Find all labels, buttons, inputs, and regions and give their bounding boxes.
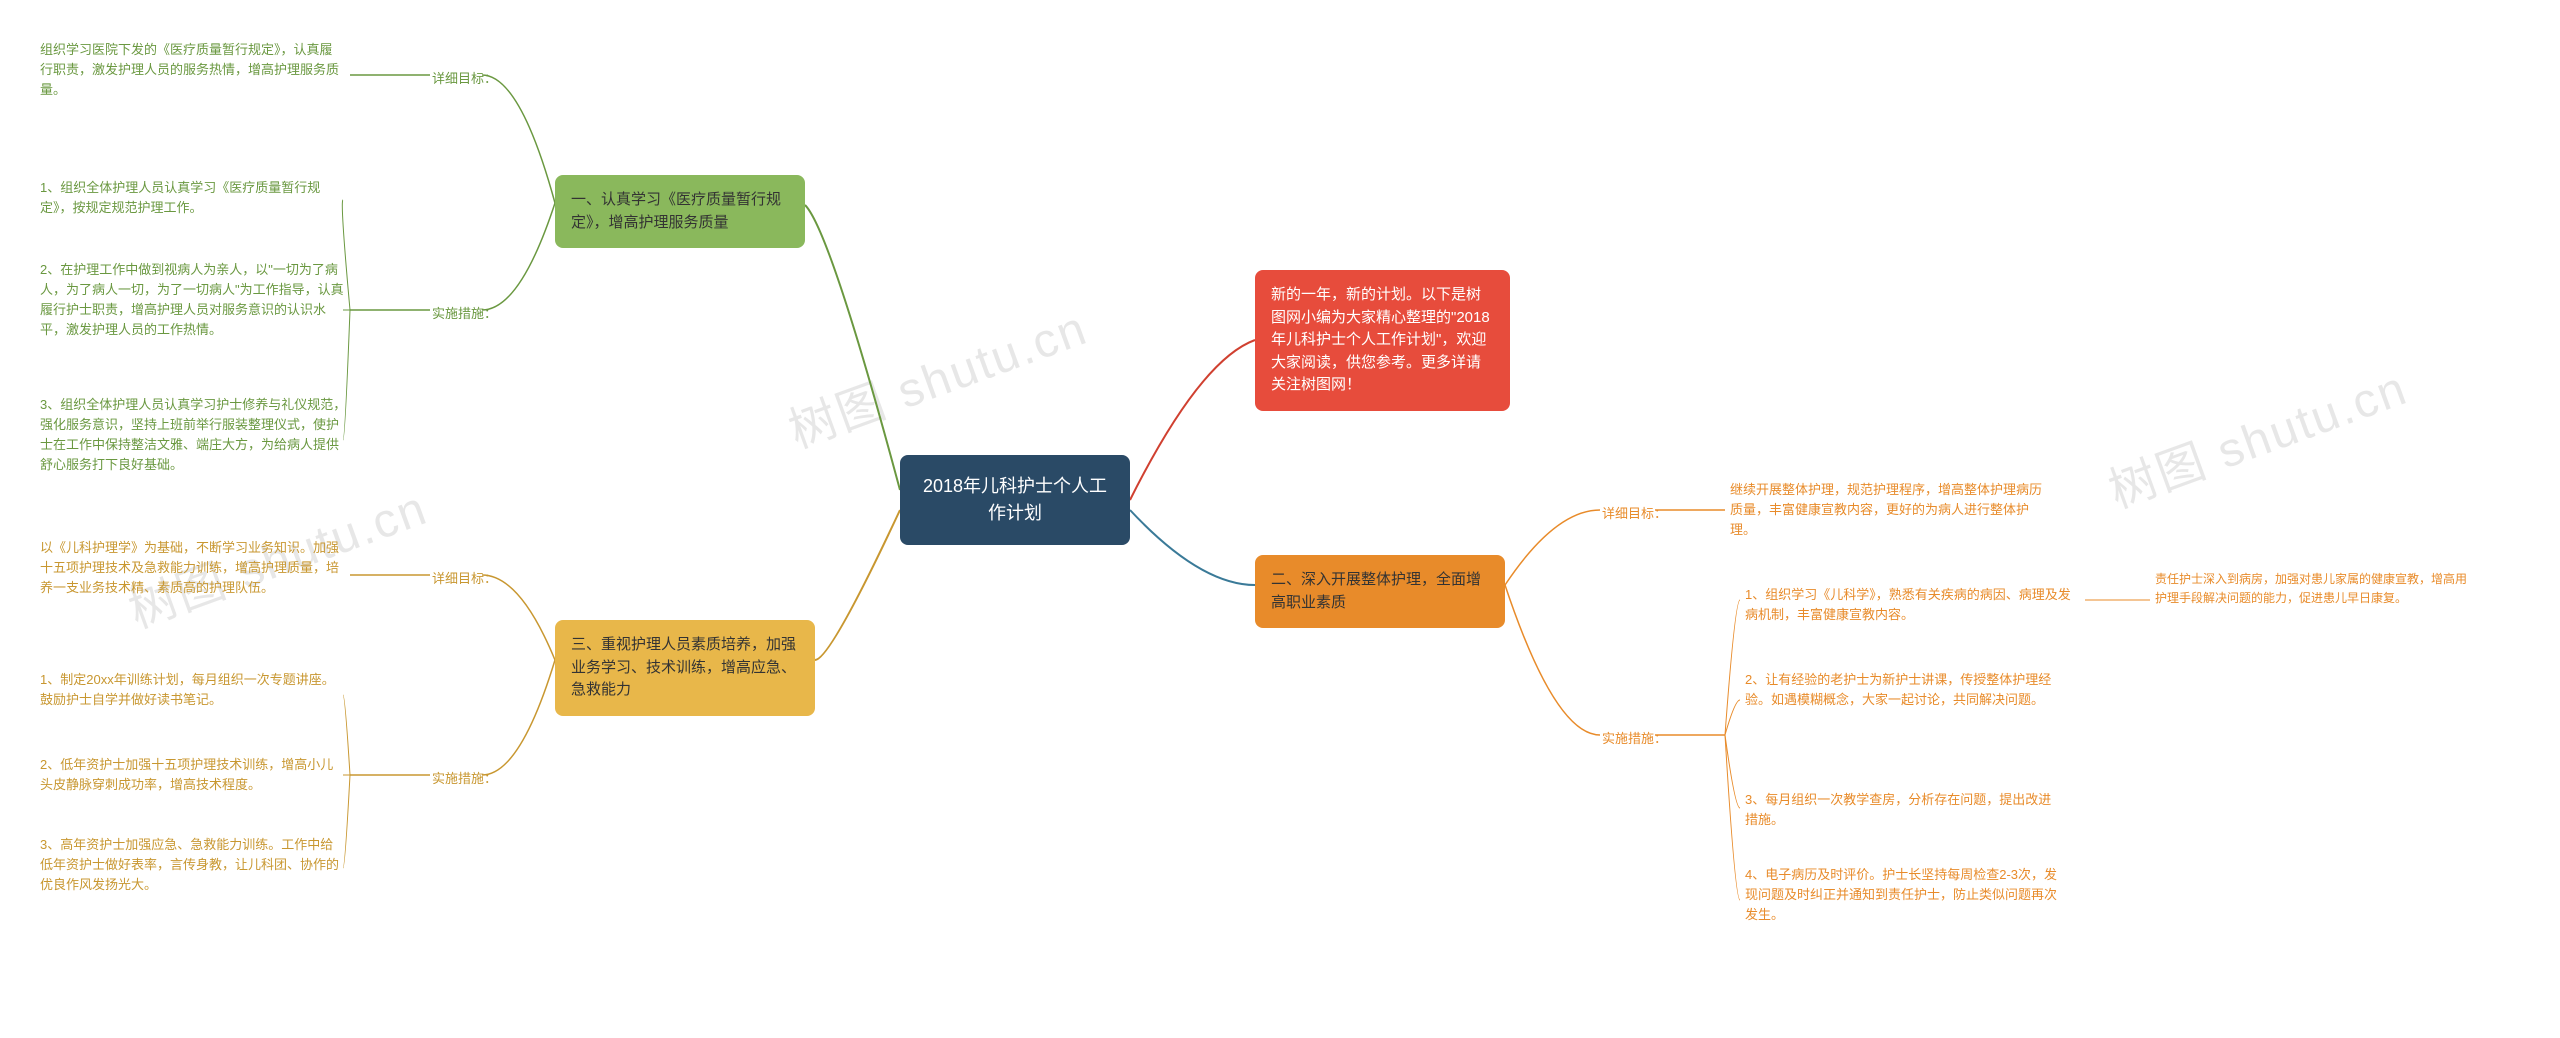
- branch-two: 二、深入开展整体护理，全面增高职业素质: [1255, 555, 1505, 628]
- one-goal-label: 详细目标：: [432, 68, 497, 87]
- branch-two-title: 二、深入开展整体护理，全面增高职业素质: [1271, 571, 1481, 611]
- one-measure-1: 1、组织全体护理人员认真学习《医疗质量暂行规定》，按规定规范护理工作。: [40, 178, 340, 218]
- center-node: 2018年儿科护士个人工作计划: [900, 455, 1130, 545]
- two-measure-2: 2、让有经验的老护士为新护士讲课，传授整体护理经验。如遇模糊概念，大家一起讨论，…: [1745, 670, 2065, 710]
- branch-intro: 新的一年，新的计划。以下是树图网小编为大家精心整理的"2018年儿科护士个人工作…: [1255, 270, 1510, 411]
- watermark: 树图 shutu.cn: [777, 289, 1095, 462]
- three-goal-text: 以《儿科护理学》为基础，不断学习业务知识。加强十五项护理技术及急救能力训练，增高…: [40, 538, 340, 598]
- two-goal-text: 继续开展整体护理，规范护理程序，增高整体护理病历质量，丰富健康宣教内容，更好的为…: [1730, 480, 2050, 540]
- three-measure-1: 1、制定20xx年训练计划，每月组织一次专题讲座。鼓励护士自学并做好读书笔记。: [40, 670, 340, 710]
- three-goal-label: 详细目标：: [432, 568, 497, 587]
- two-measure-3: 3、每月组织一次教学查房，分析存在问题，提出改进措施。: [1745, 790, 2055, 830]
- one-goal-text: 组织学习医院下发的《医疗质量暂行规定》，认真履行职责，激发护理人员的服务热情，增…: [40, 40, 340, 100]
- intro-text: 新的一年，新的计划。以下是树图网小编为大家精心整理的"2018年儿科护士个人工作…: [1271, 286, 1490, 393]
- two-goal-label: 详细目标：: [1602, 503, 1667, 522]
- one-measures-label: 实施措施：: [432, 303, 497, 322]
- connector-lines: [0, 0, 2560, 1038]
- three-measures-label: 实施措施：: [432, 768, 497, 787]
- one-measure-3: 3、组织全体护理人员认真学习护士修养与礼仪规范，强化服务意识，坚持上班前举行服装…: [40, 395, 348, 476]
- branch-one: 一、认真学习《医疗质量暂行规定》，增高护理服务质量: [555, 175, 805, 248]
- watermark: 树图 shutu.cn: [2097, 349, 2415, 522]
- branch-one-title: 一、认真学习《医疗质量暂行规定》，增高护理服务质量: [571, 191, 781, 231]
- center-title: 2018年儿科护士个人工作计划: [923, 476, 1107, 523]
- three-measure-2: 2、低年资护士加强十五项护理技术训练，增高小儿头皮静脉穿刺成功率，增高技术程度。: [40, 755, 340, 795]
- branch-three-title: 三、重视护理人员素质培养，加强业务学习、技术训练，增高应急、急救能力: [571, 636, 796, 698]
- branch-three: 三、重视护理人员素质培养，加强业务学习、技术训练，增高应急、急救能力: [555, 620, 815, 716]
- two-measure-4: 4、电子病历及时评价。护士长坚持每周检查2-3次，发现问题及时纠正并通知到责任护…: [1745, 865, 2065, 925]
- three-measure-3: 3、高年资护士加强应急、急救能力训练。工作中给低年资护士做好表率，言传身教，让儿…: [40, 835, 340, 895]
- one-measure-2: 2、在护理工作中做到视病人为亲人，以"一切为了病人，为了病人一切，为了一切病人"…: [40, 260, 345, 341]
- two-measure-1: 1、组织学习《儿科学》，熟悉有关疾病的病因、病理及发病机制，丰富健康宣教内容。: [1745, 585, 2075, 625]
- two-extra-leaf: 责任护士深入到病房，加强对患儿家属的健康宣教，增高用护理手段解决问题的能力，促进…: [2155, 570, 2475, 607]
- two-measures-label: 实施措施：: [1602, 728, 1667, 747]
